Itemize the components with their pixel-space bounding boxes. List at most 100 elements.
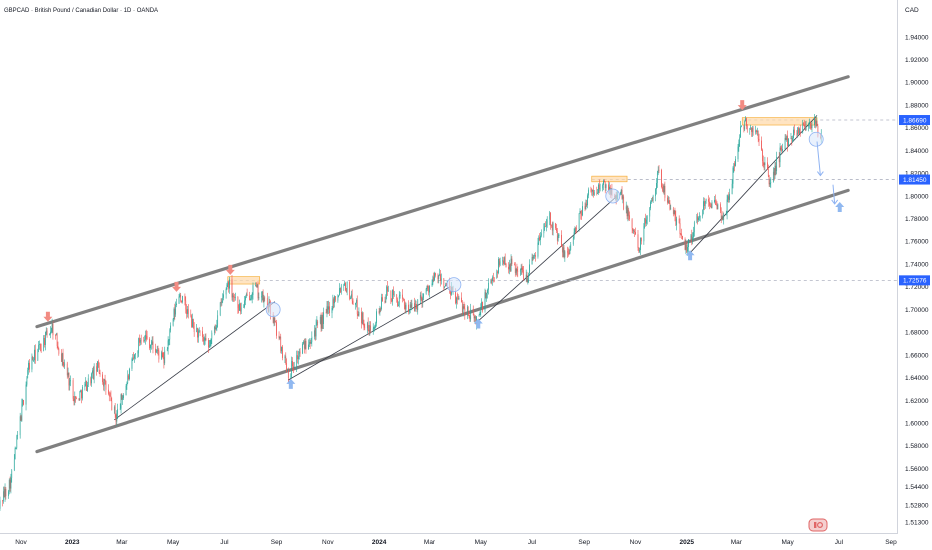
- candle-body: [286, 362, 287, 372]
- candle-body: [732, 167, 734, 184]
- candle-body: [97, 361, 98, 372]
- tradingview-logo[interactable]: [808, 518, 828, 532]
- candle-body: [369, 325, 371, 335]
- candle-body: [17, 435, 18, 437]
- candle-body: [378, 311, 380, 313]
- candle-body: [104, 379, 106, 381]
- candle-body: [729, 194, 730, 200]
- candle-body: [93, 366, 95, 380]
- candle-body: [416, 305, 418, 311]
- candle-body: [555, 223, 556, 229]
- candle-body: [27, 370, 29, 379]
- candle-body: [51, 323, 53, 332]
- candle-body: [386, 286, 388, 298]
- candle-body: [539, 237, 540, 240]
- candle-body: [573, 232, 575, 239]
- candle-body: [23, 399, 24, 405]
- trendline[interactable]: [689, 115, 818, 254]
- candle-body: [764, 162, 766, 166]
- price-axis[interactable]: 1.94000 1.92000 1.90000 1.88000 1.86000 1.840…: [905, 34, 929, 526]
- candle-body: [804, 124, 805, 127]
- price-label: 1.72576: [903, 278, 927, 285]
- candle-body: [644, 218, 646, 227]
- candle-body: [232, 295, 234, 298]
- candle-body: [78, 398, 80, 400]
- candle-body: [498, 259, 499, 273]
- x-tick-label: Sep: [578, 539, 590, 546]
- candle-body: [314, 330, 315, 337]
- candle-body: [170, 325, 171, 331]
- candle-body: [751, 127, 752, 132]
- candle-body: [485, 292, 487, 299]
- candle-body: [481, 302, 482, 308]
- candle-body: [275, 321, 277, 323]
- candle-body: [302, 343, 303, 354]
- candle-body: [782, 149, 783, 151]
- candle-body: [523, 271, 525, 280]
- candle-body: [550, 212, 551, 226]
- candle-body: [166, 349, 168, 351]
- candle-body: [588, 189, 589, 196]
- arrow-up-icon: [685, 250, 695, 261]
- candle-body: [255, 285, 256, 286]
- candle-body: [344, 283, 345, 286]
- candle-body: [746, 118, 747, 127]
- retest-circle[interactable]: [605, 188, 621, 204]
- candle-body: [632, 228, 634, 231]
- candle-body: [664, 185, 666, 198]
- candle-body: [408, 304, 409, 312]
- candle-body: [429, 285, 430, 293]
- candle-body: [817, 126, 819, 137]
- candle-body: [476, 316, 477, 325]
- candle-body: [570, 244, 572, 251]
- retest-circle[interactable]: [446, 277, 462, 293]
- retest-circle[interactable]: [265, 302, 281, 317]
- candle-body: [717, 204, 719, 210]
- candle-body: [79, 391, 81, 400]
- candle-body: [222, 297, 224, 302]
- candle-body: [238, 308, 240, 311]
- candle-body: [39, 344, 40, 345]
- candle-body: [185, 300, 187, 310]
- candle-body: [31, 357, 33, 370]
- time-axis[interactable]: Nov 2023 Mar May Jul Sep Nov 2024 Mar May Jul Sep No…: [15, 539, 897, 546]
- candle-body: [66, 363, 68, 376]
- retest-circle[interactable]: [808, 131, 824, 147]
- channel-upper-line[interactable]: [35, 75, 850, 329]
- candle-body: [2, 491, 4, 502]
- candle-body: [403, 299, 405, 306]
- resistance-zone[interactable]: [227, 276, 261, 285]
- candle-body: [14, 448, 16, 460]
- candle-body: [504, 257, 506, 264]
- candle-body: [811, 125, 813, 128]
- channel-lower-line[interactable]: [35, 188, 850, 454]
- candle-body: [335, 296, 336, 301]
- candle-body: [85, 380, 87, 385]
- candle-body: [225, 288, 227, 295]
- forecast-arrow[interactable]: [832, 184, 836, 205]
- candle-body: [728, 196, 730, 200]
- forecast-arrow[interactable]: [816, 141, 821, 176]
- candle-body: [505, 263, 507, 267]
- trendline[interactable]: [475, 195, 618, 324]
- candle-body: [325, 312, 327, 313]
- candle-body: [399, 294, 401, 297]
- candle-body: [263, 297, 265, 303]
- candle-body: [479, 312, 481, 316]
- y-tick-label: 1.51300: [905, 519, 929, 526]
- candle-body: [217, 315, 219, 325]
- candle-body: [393, 289, 394, 296]
- candle-body: [419, 295, 421, 300]
- candle-body: [8, 491, 9, 496]
- candle-body: [161, 352, 163, 353]
- trendline[interactable]: [114, 301, 276, 421]
- candle-body: [557, 235, 559, 241]
- candle-body: [163, 357, 165, 364]
- resistance-zone[interactable]: [591, 175, 628, 183]
- candle-body: [640, 237, 641, 251]
- candle-body: [740, 126, 741, 138]
- candle-body: [110, 396, 112, 401]
- candle-body: [458, 297, 460, 300]
- x-tick-label: Jul: [835, 539, 844, 546]
